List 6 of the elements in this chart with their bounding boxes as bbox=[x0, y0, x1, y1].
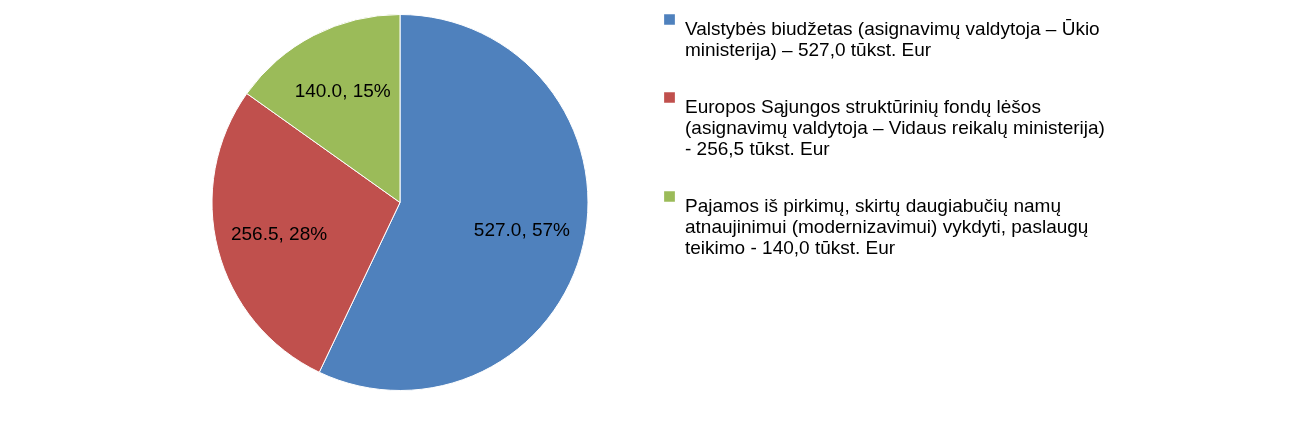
data-label: 527.0, 57% bbox=[473, 219, 571, 241]
data-label: 140.0, 15% bbox=[294, 80, 391, 102]
legend-label: Valstybės biudžetas (asignavimų valdytoja – Ūkio ministerija) – 527,0 tūkst. Eur bbox=[685, 17, 1100, 60]
legend-label: Pajamos iš pirkimų, skirtų daugiabučių namų atnaujinimui (modernizavimui) vykdyti, paslaugų teikimo - 140,0 tūkst. Eur bbox=[685, 194, 1089, 258]
data-label: 256.5, 28% bbox=[230, 222, 328, 244]
legend-label: Europos Sąjungos struktūrinių fondų lėšos (asignavimų valdytoja – Vidaus reikalų ministerija) - 256,5 tūkst. Eur bbox=[685, 95, 1105, 159]
